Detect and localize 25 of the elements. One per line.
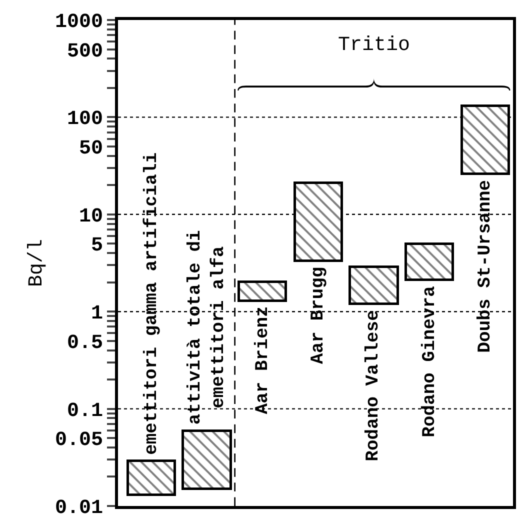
bar	[404, 242, 454, 281]
y-tick-label: 1	[90, 302, 103, 326]
y-tick-label: 0.01	[54, 497, 103, 520]
x-tick-label: Doubs St-Ursanne	[476, 180, 496, 353]
y-tick-label: 0.5	[66, 332, 103, 355]
x-tick-label: Rodano Vallese	[364, 310, 384, 462]
annotation: Tritio	[338, 34, 410, 57]
y-axis-title: Bq/l	[25, 238, 48, 288]
x-tick-label: emettitori gamma artificiali	[142, 152, 162, 455]
bar	[182, 430, 232, 490]
y-tick-label: 0.1	[66, 400, 103, 423]
y-tick-label: 10	[78, 205, 103, 228]
y-tick-label: 0.05	[54, 429, 103, 452]
x-tick-label: Aar Brienz	[253, 306, 274, 414]
y-tick-label: 100	[66, 108, 103, 132]
y-tick-label: 500	[66, 40, 103, 64]
y-tick-label: 50	[78, 137, 103, 160]
bar	[238, 280, 287, 302]
bar	[348, 266, 399, 305]
y-tick-label: 5	[90, 234, 103, 258]
x-tick-label: attività totale di emettitori alfa	[185, 230, 229, 425]
x-tick-label: Rodano Ginevra	[420, 286, 440, 438]
y-tick-label: 1000	[54, 11, 103, 34]
bar	[126, 460, 176, 496]
x-tick-label: Aar Brugg	[308, 266, 329, 364]
